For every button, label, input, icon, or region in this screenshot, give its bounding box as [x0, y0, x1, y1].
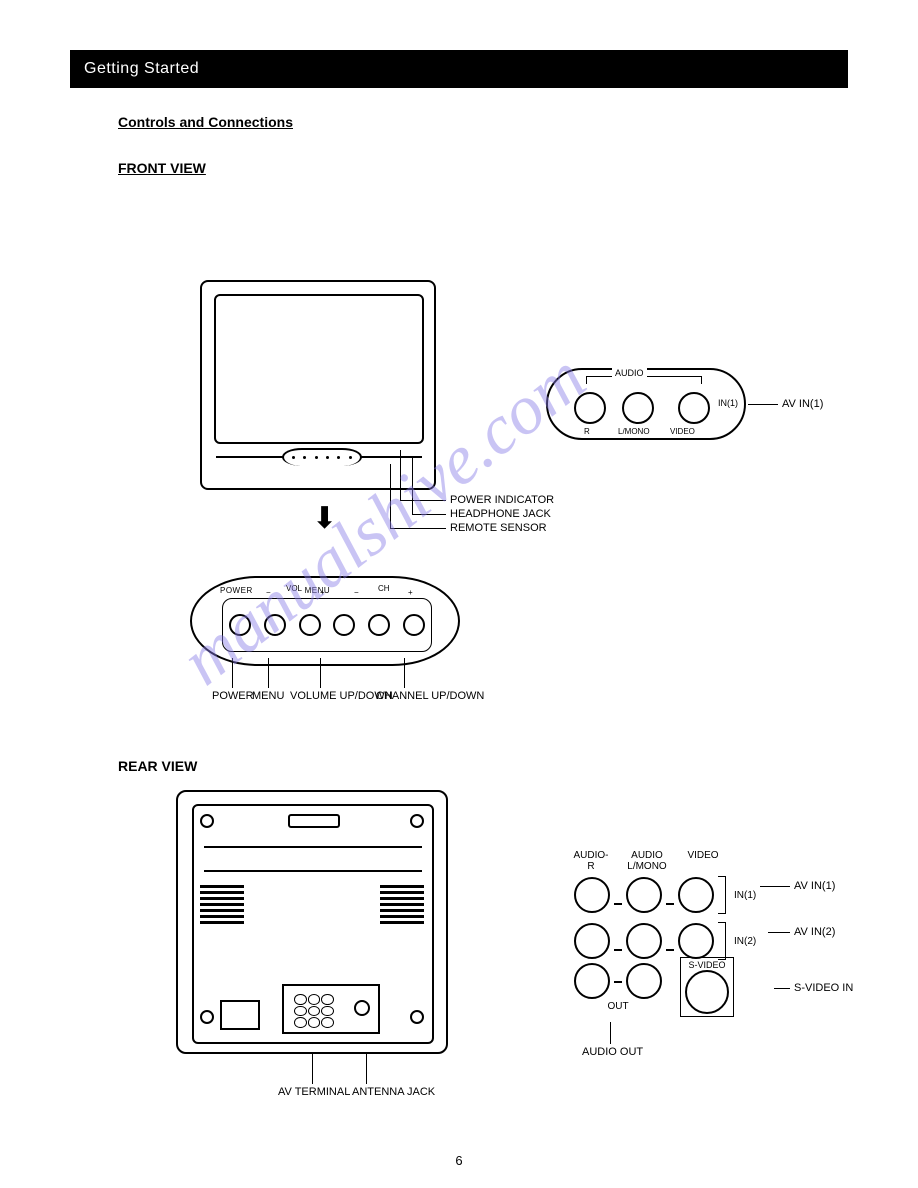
control-pod-zoom: VOL CH − + − + POWER MENU: [190, 576, 460, 666]
audio-label: AUDIO: [612, 368, 647, 378]
line: [320, 658, 321, 688]
callout-power: POWER: [212, 690, 254, 702]
rear-small-panel: [220, 1000, 260, 1030]
ch-up-button: [403, 614, 425, 636]
callout-av-terminal: AV TERMINAL: [278, 1086, 350, 1098]
mount-hole: [410, 814, 424, 828]
svideo-jack: [685, 970, 729, 1014]
jack: [574, 923, 610, 959]
hdr-audio-r: AUDIO-R: [570, 850, 612, 872]
rear-av-row-in1: IN(1): [570, 872, 790, 918]
line: [312, 1054, 313, 1084]
callout-power-indicator: POWER INDICATOR: [450, 494, 554, 506]
antenna-jack-mini: [354, 1000, 370, 1016]
rear-av-detail: AUDIO-R AUDIO L/MONO VIDEO IN(1) IN(2): [570, 850, 790, 1010]
callout-channel: CHANNEL UP/DOWN: [376, 690, 484, 702]
line: [390, 464, 391, 528]
line: [412, 514, 446, 515]
line: [774, 988, 790, 989]
rear-connector-panel: [282, 984, 380, 1034]
rear-grille-left: [200, 882, 244, 934]
rear-av-row-out: OUT S-VIDEO: [570, 964, 790, 1010]
callout-av-in1: AV IN(1): [782, 398, 823, 410]
svideo-box: S-VIDEO: [680, 957, 734, 1017]
line: [412, 458, 413, 514]
jack: [574, 963, 610, 999]
jack: [678, 877, 714, 913]
r-label: R: [584, 427, 590, 436]
hdr-audio-lmono: AUDIO L/MONO: [620, 850, 674, 872]
video-label: VIDEO: [670, 427, 695, 436]
audio-r-jack: [574, 392, 606, 424]
pod-menu-label: MENU: [305, 586, 331, 595]
rear-panel-av-mini: [294, 994, 334, 1028]
line: [390, 528, 446, 529]
line: [366, 1054, 367, 1084]
line: [748, 404, 778, 405]
vol-down-button: [299, 614, 321, 636]
line: [768, 932, 790, 933]
ch-down-button: [368, 614, 390, 636]
callout-audio-out: AUDIO OUT: [582, 1046, 643, 1058]
hdr-video: VIDEO: [682, 850, 724, 872]
out-label: OUT: [570, 1001, 666, 1012]
line: [404, 658, 405, 688]
tv-screen: [214, 294, 424, 444]
jack: [626, 877, 662, 913]
lmono-label: L/MONO: [618, 427, 650, 436]
tv-rear-outline: [176, 790, 448, 1054]
audio-l-jack: [622, 392, 654, 424]
line: [268, 658, 269, 688]
rear-view-diagram: AV TERMINAL ANTENNA JACK AUDIO-R AUDIO L…: [170, 790, 790, 1110]
in2-label: IN(2): [734, 936, 756, 947]
line: [760, 886, 790, 887]
callout-svideo-in: S-VIDEO IN: [794, 982, 853, 994]
rear-grille-right: [380, 882, 424, 934]
vol-up-button: [333, 614, 355, 636]
jack: [678, 923, 714, 959]
rear-view-title: REAR VIEW: [118, 758, 197, 774]
rear-handle: [288, 814, 340, 828]
power-button: [229, 614, 251, 636]
line: [400, 500, 446, 501]
section-title: Controls and Connections: [118, 114, 848, 130]
line: [400, 450, 401, 500]
mount-hole: [200, 814, 214, 828]
rear-vent: [204, 846, 422, 872]
callout-menu: MENU: [252, 690, 284, 702]
rear-av-header: AUDIO-R AUDIO L/MONO VIDEO: [570, 850, 790, 872]
mount-hole: [410, 1010, 424, 1024]
pod-power-label: POWER: [220, 586, 253, 595]
side-av-panel: AUDIO R L/MONO VIDEO IN(1): [546, 368, 746, 440]
callout-antenna-jack: ANTENNA JACK: [352, 1086, 435, 1098]
in1-label: IN(1): [718, 398, 738, 408]
in1-label: IN(1): [734, 890, 756, 901]
pod-small-buttons: [288, 452, 356, 462]
header-bar: Getting Started: [70, 50, 848, 88]
callout-av-in1-rear: AV IN(1): [794, 880, 835, 892]
callout-remote-sensor: REMOTE SENSOR: [450, 522, 547, 534]
front-view-title: FRONT VIEW: [118, 160, 848, 176]
jack: [626, 923, 662, 959]
pod-button-row: [222, 598, 432, 652]
line: [232, 658, 233, 688]
line: [610, 1022, 611, 1044]
page-number: 6: [455, 1153, 462, 1168]
menu-button: [264, 614, 286, 636]
callout-headphone-jack: HEADPHONE JACK: [450, 508, 551, 520]
video-jack: [678, 392, 710, 424]
jack: [626, 963, 662, 999]
down-arrow-icon: ⬇: [312, 504, 337, 534]
callout-av-in2: AV IN(2): [794, 926, 835, 938]
svideo-label: S-VIDEO: [688, 960, 725, 970]
jack: [574, 877, 610, 913]
mount-hole: [200, 1010, 214, 1024]
